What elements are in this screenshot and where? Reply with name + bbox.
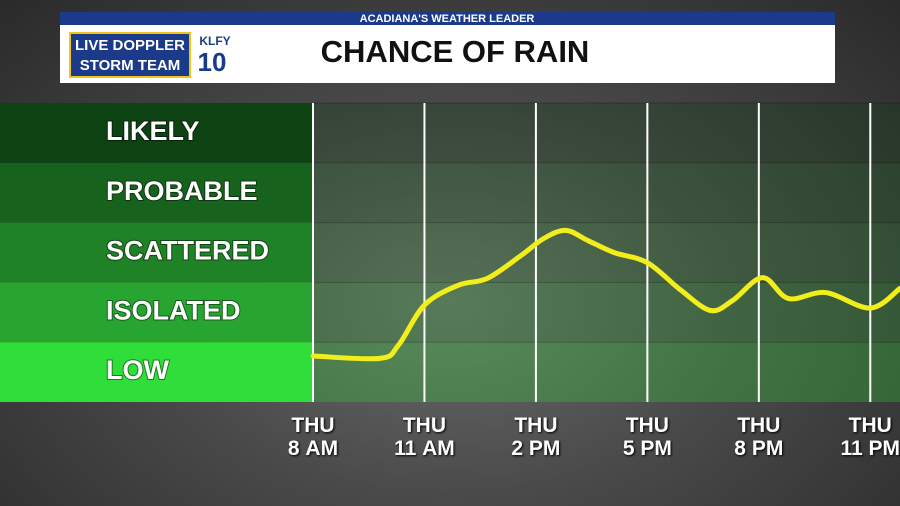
header-strip <box>60 12 835 25</box>
label-band <box>0 342 313 402</box>
logo-line: STORM TEAM <box>80 57 181 74</box>
station: KLFY <box>199 34 230 48</box>
banner: ACADIANA'S WEATHER LEADER <box>360 13 535 25</box>
label-band <box>0 222 313 283</box>
series-line <box>310 227 900 362</box>
y-tick-label: SCATTERED <box>106 236 269 266</box>
plot-band <box>313 342 900 402</box>
plot-band <box>313 222 900 283</box>
y-tick-label: ISOLATED <box>106 295 241 325</box>
x-tick-label: THU 11 PM <box>840 414 900 460</box>
x-tick-label: THU 2 PM <box>511 414 561 460</box>
label-band <box>0 103 313 163</box>
y-tick-label: PROBABLE <box>106 176 258 206</box>
logo-box <box>69 32 191 78</box>
channel: 10 <box>198 47 227 77</box>
y-tick-label: LIKELY <box>106 116 200 146</box>
x-tick-label: THU 11 AM <box>394 414 455 460</box>
plot-band <box>313 103 900 163</box>
plot-band <box>313 282 900 343</box>
label-band <box>0 162 313 223</box>
y-tick-label: LOW <box>106 355 169 385</box>
x-tick-label: THU 5 PM <box>622 414 672 460</box>
x-tick-label: THU 8 AM <box>287 414 339 460</box>
chart-title: CHANCE OF RAIN <box>321 34 590 69</box>
x-tick-label: THU 8 PM <box>734 414 784 460</box>
plot-band <box>313 162 900 223</box>
logo-line: LIVE DOPPLER <box>75 37 185 54</box>
label-band <box>0 282 313 343</box>
